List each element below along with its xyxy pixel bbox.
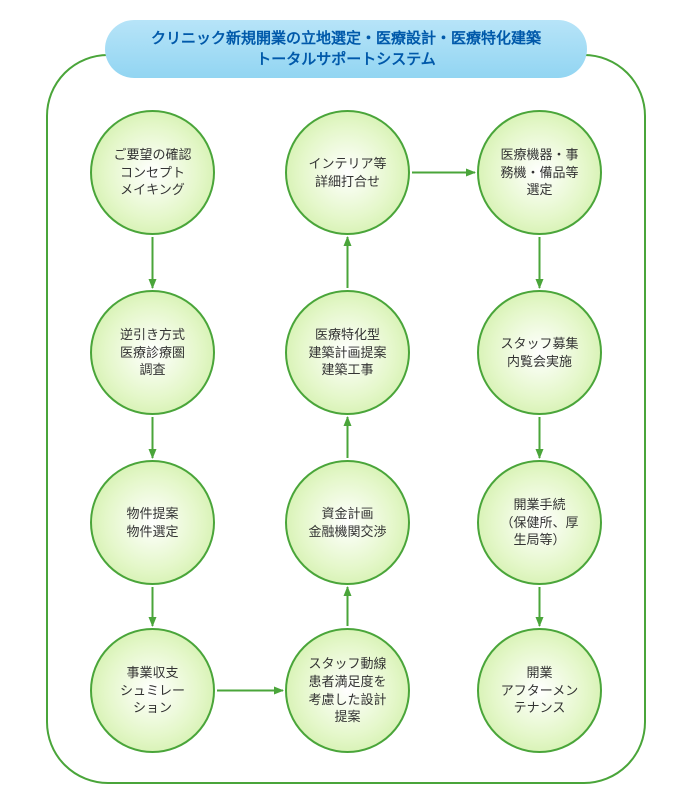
flow-node-n6: 資金計画 金融機関交渉: [285, 460, 410, 585]
flow-node-n9: 医療機器・事 務機・備品等 選定: [477, 110, 602, 235]
flow-node-n1: ご要望の確認 コンセプト メイキング: [90, 110, 215, 235]
flow-node-n10: スタッフ募集 内覧会実施: [477, 290, 602, 415]
diagram-canvas: クリニック新規開業の立地選定・医療設計・医療特化建築 トータルサポートシステムご…: [0, 0, 690, 800]
diagram-title: クリニック新規開業の立地選定・医療設計・医療特化建築 トータルサポートシステム: [105, 20, 587, 78]
flow-node-n2: 逆引き方式 医療診療圏 調査: [90, 290, 215, 415]
flow-node-n7: 医療特化型 建築計画提案 建築工事: [285, 290, 410, 415]
flow-node-n5: スタッフ動線 患者満足度を 考慮した設計 提案: [285, 628, 410, 753]
flow-node-n4: 事業収支 シュミレー ション: [90, 628, 215, 753]
flow-node-n3: 物件提案 物件選定: [90, 460, 215, 585]
flow-node-n8: インテリア等 詳細打合せ: [285, 110, 410, 235]
flow-node-n12: 開業 アフターメン テナンス: [477, 628, 602, 753]
flow-node-n11: 開業手続 （保健所、厚 生局等）: [477, 460, 602, 585]
